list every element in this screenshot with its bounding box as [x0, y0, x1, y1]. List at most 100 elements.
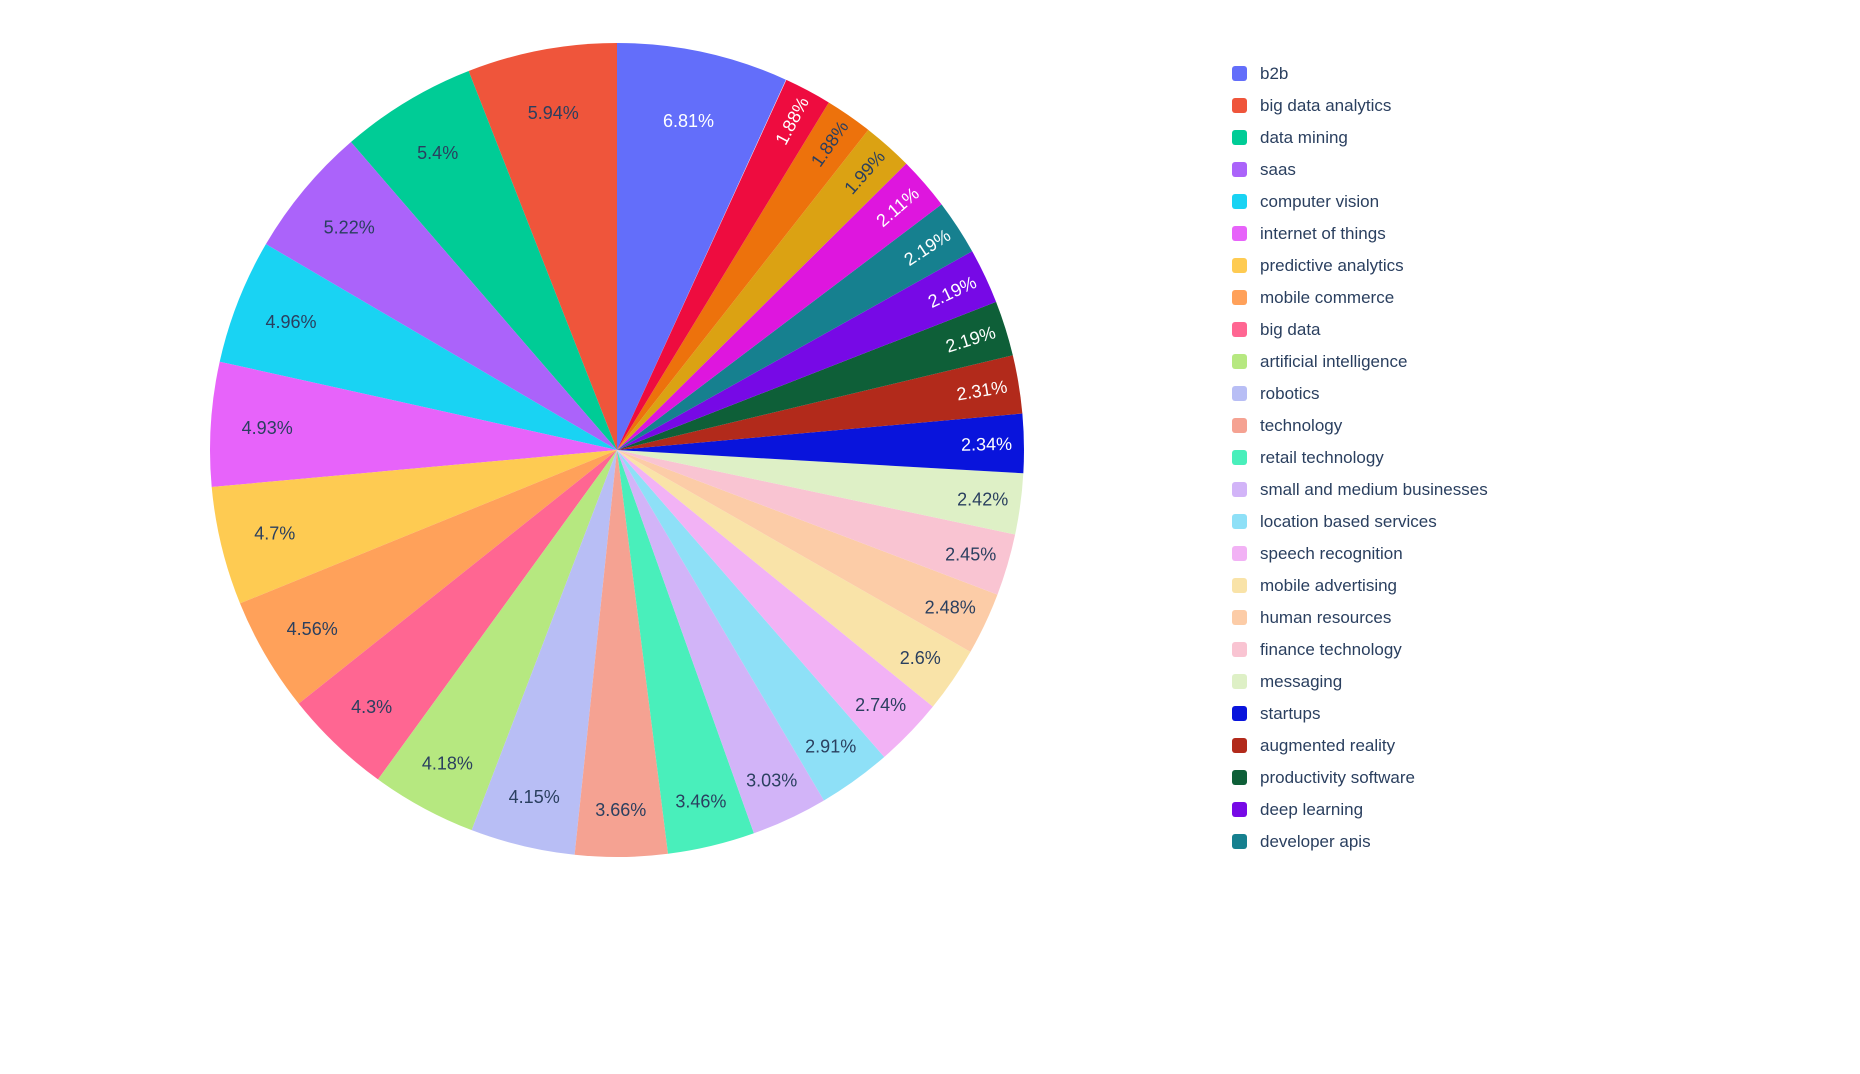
pie-slice-deep-learning[interactable] [617, 251, 997, 450]
legend-swatch [1232, 353, 1247, 369]
pie-slice-productivity-software[interactable] [617, 301, 1013, 450]
legend-item-developer-apis[interactable]: developer apis [1232, 825, 1488, 857]
legend-label: augmented reality [1260, 735, 1396, 755]
legend-swatch [1232, 481, 1247, 497]
legend-swatch [1232, 737, 1247, 753]
slice-value-label: 3.46% [675, 792, 726, 812]
pie-slice-predictive-analytics[interactable] [211, 450, 617, 604]
pie-slice-messaging[interactable] [617, 450, 1024, 535]
legend-item-finance-technology[interactable]: finance technology [1232, 633, 1488, 665]
slice-value-label: 4.18% [422, 753, 473, 773]
legend-label: computer vision [1260, 191, 1380, 211]
slice-value-label: 4.93% [242, 418, 293, 438]
legend-item-predictive-analytics[interactable]: predictive analytics [1232, 249, 1488, 281]
legend-item-data-mining[interactable]: data mining [1232, 121, 1488, 153]
legend-item-startups[interactable]: startups [1232, 697, 1488, 729]
legend-label: productivity software [1260, 767, 1415, 787]
legend-item-big-data-analytics[interactable]: big data analytics [1232, 89, 1488, 121]
legend-item-location-based-services[interactable]: location based services [1232, 505, 1488, 537]
legend-item-mobile-advertising[interactable]: mobile advertising [1232, 569, 1488, 601]
legend-swatch [1232, 449, 1247, 465]
pie-slice-retail-technology[interactable] [617, 450, 754, 854]
pie-slice-internet-of-things[interactable] [210, 361, 617, 488]
slice-value-label: 2.48% [925, 598, 976, 618]
legend-item-b2b[interactable]: b2b [1232, 57, 1488, 89]
legend-item-technology[interactable]: technology [1232, 409, 1488, 441]
legend-item-augmented-reality[interactable]: augmented reality [1232, 729, 1488, 761]
pie-slice-startups[interactable] [617, 413, 1024, 474]
pie-slice-location-based-services[interactable] [617, 450, 885, 801]
legend-item-small-and-medium-businesses[interactable]: small and medium businesses [1232, 473, 1488, 505]
legend-item-messaging[interactable]: messaging [1232, 665, 1488, 697]
pie-slice-saas[interactable] [265, 142, 617, 450]
pie-slice-human-resources[interactable] [617, 450, 998, 652]
slice-value-label: 2.74% [855, 695, 906, 715]
legend-swatch [1232, 417, 1247, 433]
legend-item-retail-technology[interactable]: retail technology [1232, 441, 1488, 473]
pie-slice-finance-technology[interactable] [617, 450, 1016, 595]
pie-slice-b2b[interactable] [617, 43, 786, 450]
legend-item-deep-learning[interactable]: deep learning [1232, 793, 1488, 825]
legend-swatch [1232, 193, 1247, 209]
slice-value-label: 2.45% [945, 544, 996, 564]
pie-slice-small-and-medium-businesses[interactable] [617, 450, 824, 834]
legend-label: big data analytics [1260, 95, 1392, 115]
slice-value-label: 2.34% [961, 434, 1012, 455]
legend-item-internet-of-things[interactable]: internet of things [1232, 217, 1488, 249]
legend-swatch [1232, 289, 1247, 305]
legend-swatch [1232, 129, 1247, 145]
legend-swatch [1232, 225, 1247, 241]
legend-label: mobile commerce [1260, 287, 1395, 307]
legend-item-productivity-software[interactable]: productivity software [1232, 761, 1488, 793]
pie-slice-mobile-commerce[interactable] [240, 450, 617, 704]
pie-slice-technology[interactable] [574, 450, 669, 858]
legend-item-robotics[interactable]: robotics [1232, 377, 1488, 409]
legend-label: small and medium businesses [1260, 479, 1488, 499]
slice-value-label: 4.3% [351, 697, 392, 717]
legend-label: predictive analytics [1260, 255, 1404, 275]
legend-label: data mining [1260, 127, 1348, 147]
pie-slice-robotics[interactable] [471, 450, 617, 855]
legend-label: messaging [1260, 671, 1343, 691]
pie-slice-artificial-intelligence[interactable] [377, 450, 617, 831]
pie-slice-unlabeled-26[interactable] [617, 163, 942, 450]
slice-value-label: 4.7% [254, 524, 295, 544]
legend-swatch [1232, 321, 1247, 337]
pie-slice-developer-apis[interactable] [617, 204, 973, 450]
legend-item-big-data[interactable]: big data [1232, 313, 1488, 345]
legend-label: big data [1260, 319, 1321, 339]
legend-label: speech recognition [1260, 543, 1403, 563]
pie-slice-data-mining[interactable] [350, 71, 617, 451]
pie-slice-unlabeled-27[interactable] [617, 129, 907, 450]
legend-swatch [1232, 513, 1247, 529]
legend-swatch [1232, 769, 1247, 785]
pie-slice-big-data[interactable] [298, 450, 617, 780]
pie-slice-unlabeled-29[interactable] [617, 79, 829, 450]
legend-label: retail technology [1260, 447, 1384, 467]
slice-value-label: 3.03% [746, 770, 797, 790]
legend-swatch [1232, 609, 1247, 625]
legend-swatch [1232, 161, 1247, 177]
legend-swatch [1232, 577, 1247, 593]
legend-item-mobile-commerce[interactable]: mobile commerce [1232, 281, 1488, 313]
legend-label: human resources [1260, 607, 1392, 627]
legend-item-saas[interactable]: saas [1232, 153, 1488, 185]
legend-item-artificial-intelligence[interactable]: artificial intelligence [1232, 345, 1488, 377]
pie-slice-augmented-reality[interactable] [617, 355, 1023, 450]
legend-label: deep learning [1260, 799, 1364, 819]
legend-swatch [1232, 385, 1247, 401]
pie-slice-computer-vision[interactable] [219, 244, 617, 450]
legend-item-speech-recognition[interactable]: speech recognition [1232, 537, 1488, 569]
legend-label: technology [1260, 415, 1343, 435]
pie-slice-big-data-analytics[interactable] [468, 43, 617, 450]
slice-value-label: 4.96% [265, 312, 316, 332]
legend-item-human-resources[interactable]: human resources [1232, 601, 1488, 633]
legend-label: mobile advertising [1260, 575, 1398, 595]
legend-swatch [1232, 673, 1247, 689]
legend-item-computer-vision[interactable]: computer vision [1232, 185, 1488, 217]
legend-swatch [1232, 641, 1247, 657]
pie-slice-unlabeled-28[interactable] [617, 102, 869, 450]
pie-slice-mobile-advertising[interactable] [617, 450, 971, 707]
pie-slice-speech-recognition[interactable] [617, 450, 933, 757]
